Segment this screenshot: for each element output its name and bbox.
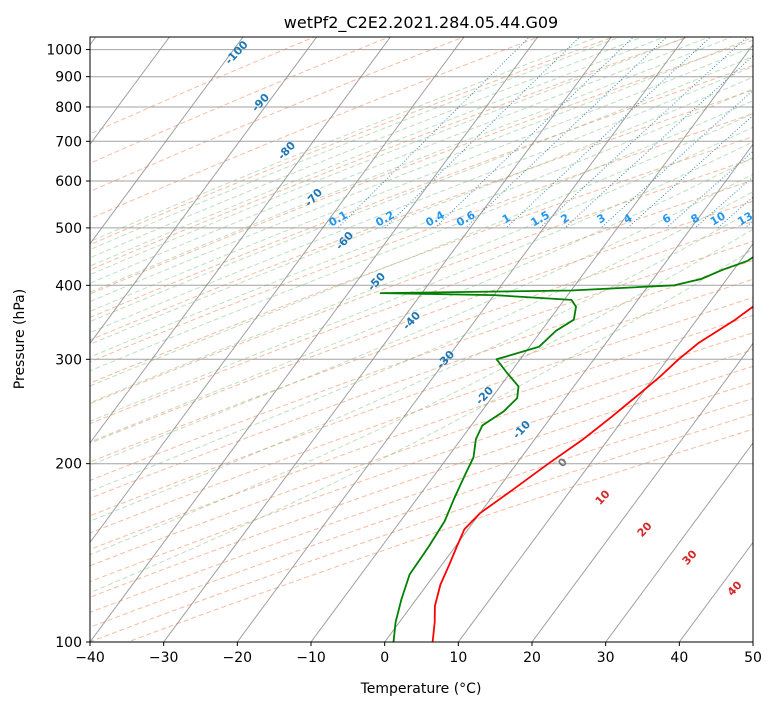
- dry-adiabat: [90, 278, 753, 517]
- dry-adiabat: [90, 37, 391, 164]
- x-tick-label: 30: [597, 650, 615, 666]
- isotherm: [163, 37, 612, 642]
- moist-adiabat: [90, 76, 753, 345]
- dry-adiabat: [90, 314, 753, 551]
- mixing-ratio-line: [337, 37, 531, 229]
- y-tick-label: 1000: [46, 43, 82, 59]
- moist-adiabat: [90, 66, 753, 334]
- dewpoint-line: [379, 256, 753, 642]
- moist-adiabat: [90, 37, 644, 259]
- dry-adiabat: [90, 220, 753, 463]
- x-axis: −40 −30 −20 −10 0 10 20 30 40 50: [75, 642, 762, 666]
- moist-adiabat: [90, 173, 753, 466]
- isotherms: [90, 37, 753, 642]
- dry-adiabat: [90, 382, 753, 613]
- y-tick-label: 100: [55, 635, 82, 651]
- isotherm: [90, 37, 318, 345]
- dry-adiabat: [90, 179, 753, 425]
- dry-adiabat: [90, 39, 753, 295]
- y-tick-label: 800: [55, 100, 82, 116]
- dry-adiabat: [90, 365, 753, 598]
- isotherm: [90, 37, 539, 642]
- mixing-ratio-line: [539, 37, 748, 229]
- y-axis-title: Pressure (hPa): [12, 289, 28, 389]
- dry-adiabat: [90, 65, 753, 318]
- isotherm: [605, 442, 753, 642]
- moist-adiabat: [90, 37, 688, 276]
- dry-adiabat: [90, 259, 753, 499]
- dry-adiabat: [90, 200, 753, 444]
- dry-adiabat: [90, 240, 753, 481]
- isotherm: [310, 43, 753, 642]
- series: [379, 256, 753, 642]
- y-tick-label: 600: [55, 174, 82, 190]
- x-tick-label: −30: [149, 650, 179, 666]
- dry-adiabat: [90, 37, 690, 271]
- moist-adiabat: [90, 37, 753, 303]
- x-tick-label: 40: [670, 650, 688, 666]
- y-tick-label: 700: [55, 134, 82, 150]
- moist-adiabat: [90, 228, 753, 556]
- y-tick-label: 400: [55, 278, 82, 294]
- isotherm: [90, 37, 391, 444]
- isotherm: [236, 37, 686, 642]
- x-tick-label: 20: [523, 650, 541, 666]
- y-tick-label: 900: [55, 70, 82, 86]
- moist-adiabat: [90, 141, 753, 422]
- mixing-ratio-label: 13: [735, 209, 755, 228]
- x-tick-label: 0: [380, 650, 389, 666]
- isotherm: [531, 342, 753, 642]
- x-tick-label: 10: [449, 650, 467, 666]
- dry-adiabat: [90, 37, 465, 193]
- dry-adiabat: [90, 158, 753, 405]
- moist-adiabat: [90, 37, 622, 251]
- moist-adiabat: [90, 191, 753, 493]
- moist-adiabat: [90, 37, 733, 293]
- y-axis: 1000 900 800 700 600 500 400 300 200 100: [46, 43, 90, 651]
- isotherm: [90, 37, 244, 245]
- dry-adiabat: [90, 37, 615, 246]
- y-tick-label: 500: [55, 221, 82, 237]
- pressure-gridlines: [90, 49, 753, 642]
- dry-adiabat: [90, 113, 753, 363]
- x-tick-label: −20: [223, 650, 253, 666]
- moist-adiabat: [90, 248, 753, 594]
- moist-adiabat: [90, 112, 753, 387]
- dry-adiabats: [90, 37, 753, 642]
- isotherm: [90, 37, 465, 544]
- x-tick-label: −40: [75, 650, 105, 666]
- chart-title: wetPf2_C2E2.2021.284.05.44.G09: [284, 13, 558, 33]
- x-axis-title: Temperature (°C): [360, 681, 482, 697]
- isotherm: [90, 37, 170, 146]
- mixing-ratio-line: [465, 37, 668, 229]
- isotherm: [457, 242, 753, 642]
- moist-adiabat: [90, 37, 711, 284]
- moist-adiabat: [90, 37, 666, 267]
- plot-frame: [89, 36, 754, 643]
- y-tick-label: 200: [55, 457, 82, 473]
- y-tick-label: 300: [55, 352, 82, 368]
- dry-adiabat: [90, 332, 753, 567]
- dry-adiabat: [90, 296, 753, 534]
- x-tick-label: −10: [296, 650, 326, 666]
- temperature-line: [431, 305, 753, 642]
- moist-adiabat: [90, 88, 753, 358]
- x-tick-label: 50: [744, 650, 762, 666]
- dry-adiabat: [90, 349, 753, 583]
